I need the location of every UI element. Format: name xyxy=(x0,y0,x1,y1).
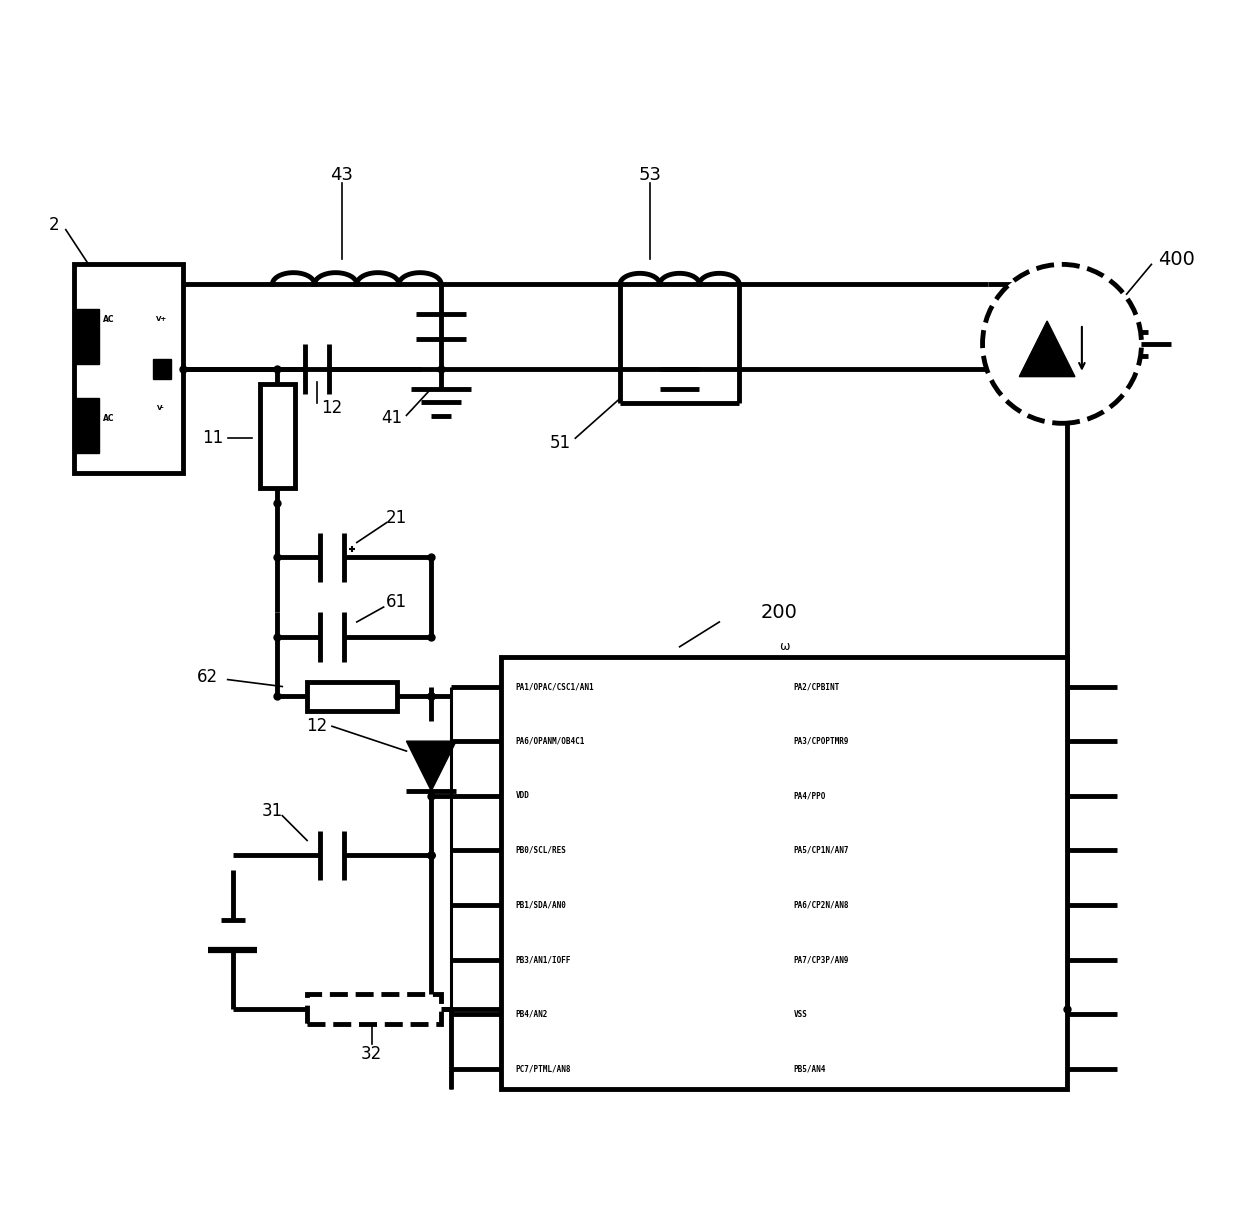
Text: 41: 41 xyxy=(381,409,402,428)
Text: AC: AC xyxy=(103,314,114,324)
Text: 31: 31 xyxy=(262,802,283,819)
Text: 200: 200 xyxy=(760,602,797,621)
Text: 21: 21 xyxy=(386,509,407,526)
Text: 61: 61 xyxy=(386,593,407,611)
Text: PB1/SDA/AN0: PB1/SDA/AN0 xyxy=(516,901,567,909)
Text: PA3/CPOPTMR9: PA3/CPOPTMR9 xyxy=(794,737,849,745)
Text: VSS: VSS xyxy=(794,1010,807,1019)
Bar xyxy=(308,681,397,711)
Text: PC7/PTML/AN8: PC7/PTML/AN8 xyxy=(516,1064,572,1073)
Text: PA6/OPANM/OB4C1: PA6/OPANM/OB4C1 xyxy=(516,737,585,745)
Text: AC: AC xyxy=(103,414,114,423)
Bar xyxy=(308,994,441,1024)
Text: 53: 53 xyxy=(639,166,661,184)
Text: 12: 12 xyxy=(306,717,327,736)
Text: 400: 400 xyxy=(1158,250,1194,269)
Polygon shape xyxy=(1019,322,1075,377)
Text: PB3/AN1/IOFF: PB3/AN1/IOFF xyxy=(516,955,572,965)
Text: PA4/PPO: PA4/PPO xyxy=(794,791,826,801)
Text: PA1/OPAC/CSC1/AN1: PA1/OPAC/CSC1/AN1 xyxy=(516,683,594,691)
Text: 32: 32 xyxy=(361,1045,382,1063)
Text: ω: ω xyxy=(779,641,789,653)
Text: 12: 12 xyxy=(321,399,342,418)
Text: V+: V+ xyxy=(155,317,166,322)
Text: PB5/AN4: PB5/AN4 xyxy=(794,1064,826,1073)
Bar xyxy=(73,265,184,473)
Text: 11: 11 xyxy=(202,429,223,447)
Text: PA2/CPBINT: PA2/CPBINT xyxy=(794,683,839,691)
Polygon shape xyxy=(407,742,456,791)
Bar xyxy=(501,657,1066,1089)
Bar xyxy=(73,309,98,363)
Text: V-: V- xyxy=(157,405,165,411)
Bar xyxy=(260,383,295,488)
Circle shape xyxy=(982,265,1142,424)
Text: 2: 2 xyxy=(48,216,60,234)
Bar xyxy=(73,398,98,453)
Text: PA7/CP3P/AN9: PA7/CP3P/AN9 xyxy=(794,955,849,965)
Bar xyxy=(154,359,171,378)
Text: VDD: VDD xyxy=(516,791,529,801)
Text: 43: 43 xyxy=(330,166,353,184)
Text: PA5/CP1N/AN7: PA5/CP1N/AN7 xyxy=(794,846,849,855)
Text: PA6/CP2N/AN8: PA6/CP2N/AN8 xyxy=(794,901,849,909)
Text: PB4/AN2: PB4/AN2 xyxy=(516,1010,548,1019)
Text: PB0/SCL/RES: PB0/SCL/RES xyxy=(516,846,567,855)
Text: 62: 62 xyxy=(197,668,218,685)
Text: 51: 51 xyxy=(549,434,570,452)
